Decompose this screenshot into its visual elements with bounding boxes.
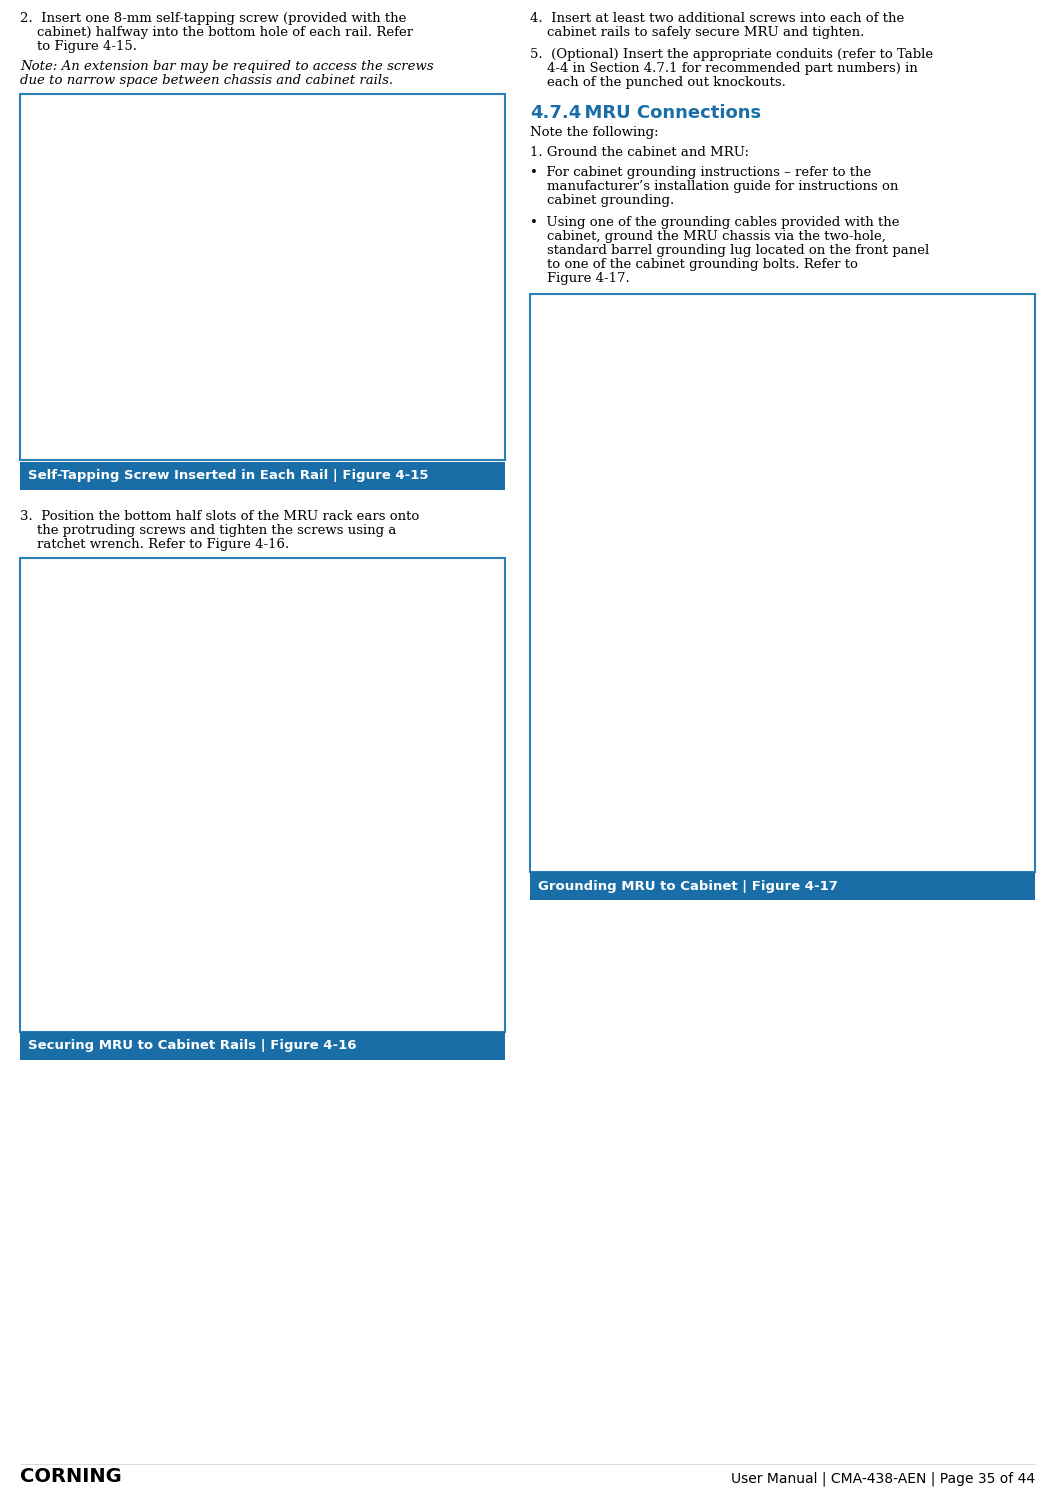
Text: 5.  (Optional) Insert the appropriate conduits (refer to Table: 5. (Optional) Insert the appropriate con… (530, 48, 933, 62)
Text: Note the following:: Note the following: (530, 126, 659, 138)
Text: ratchet wrench. Refer to Figure 4-16.: ratchet wrench. Refer to Figure 4-16. (20, 538, 289, 550)
Text: •  For cabinet grounding instructions – refer to the: • For cabinet grounding instructions – r… (530, 165, 871, 179)
Polygon shape (21, 93, 503, 460)
Text: MRU Connections: MRU Connections (572, 104, 761, 122)
Text: Self-Tapping Screw Inserted in Each Rail | Figure 4-15: Self-Tapping Screw Inserted in Each Rail… (28, 469, 429, 483)
Text: cabinet, ground the MRU chassis via the two-hole,: cabinet, ground the MRU chassis via the … (530, 230, 886, 244)
FancyBboxPatch shape (20, 558, 504, 1032)
Polygon shape (21, 558, 503, 1032)
Text: 2.  Insert one 8-mm self-tapping screw (provided with the: 2. Insert one 8-mm self-tapping screw (p… (20, 12, 407, 26)
Text: cabinet) halfway into the bottom hole of each rail. Refer: cabinet) halfway into the bottom hole of… (20, 26, 413, 39)
FancyBboxPatch shape (530, 872, 1035, 899)
Polygon shape (532, 293, 1033, 872)
Text: Note: An extension bar may be required to access the screws: Note: An extension bar may be required t… (20, 60, 434, 74)
Text: the protruding screws and tighten the screws using a: the protruding screws and tighten the sc… (20, 523, 396, 537)
Text: 4.7.4: 4.7.4 (530, 104, 581, 122)
FancyBboxPatch shape (20, 462, 504, 490)
Text: each of the punched out knockouts.: each of the punched out knockouts. (530, 77, 786, 89)
Text: User Manual | CMA-438-AEN | Page 35 of 44: User Manual | CMA-438-AEN | Page 35 of 4… (730, 1471, 1035, 1486)
FancyBboxPatch shape (530, 293, 1035, 872)
Text: due to narrow space between chassis and cabinet rails.: due to narrow space between chassis and … (20, 74, 393, 87)
Text: Figure 4-17.: Figure 4-17. (530, 272, 630, 284)
Text: CORNING: CORNING (20, 1466, 122, 1486)
Text: 4.  Insert at least two additional screws into each of the: 4. Insert at least two additional screws… (530, 12, 904, 26)
Text: 4-4 in Section 4.7.1 for recommended part numbers) in: 4-4 in Section 4.7.1 for recommended par… (530, 62, 918, 75)
FancyBboxPatch shape (20, 1032, 504, 1060)
Text: to one of the cabinet grounding bolts. Refer to: to one of the cabinet grounding bolts. R… (530, 259, 858, 271)
Text: cabinet rails to safely secure MRU and tighten.: cabinet rails to safely secure MRU and t… (530, 26, 864, 39)
Text: to Figure 4-15.: to Figure 4-15. (20, 41, 137, 53)
Text: manufacturer’s installation guide for instructions on: manufacturer’s installation guide for in… (530, 180, 899, 193)
Text: Grounding MRU to Cabinet | Figure 4-17: Grounding MRU to Cabinet | Figure 4-17 (538, 880, 838, 892)
Text: 1. Ground the cabinet and MRU:: 1. Ground the cabinet and MRU: (530, 146, 749, 159)
FancyBboxPatch shape (20, 93, 504, 460)
Text: Securing MRU to Cabinet Rails | Figure 4-16: Securing MRU to Cabinet Rails | Figure 4… (28, 1039, 356, 1053)
Text: •  Using one of the grounding cables provided with the: • Using one of the grounding cables prov… (530, 217, 900, 229)
Text: standard barrel grounding lug located on the front panel: standard barrel grounding lug located on… (530, 244, 929, 257)
Text: 3.  Position the bottom half slots of the MRU rack ears onto: 3. Position the bottom half slots of the… (20, 510, 419, 523)
Text: cabinet grounding.: cabinet grounding. (530, 194, 675, 208)
